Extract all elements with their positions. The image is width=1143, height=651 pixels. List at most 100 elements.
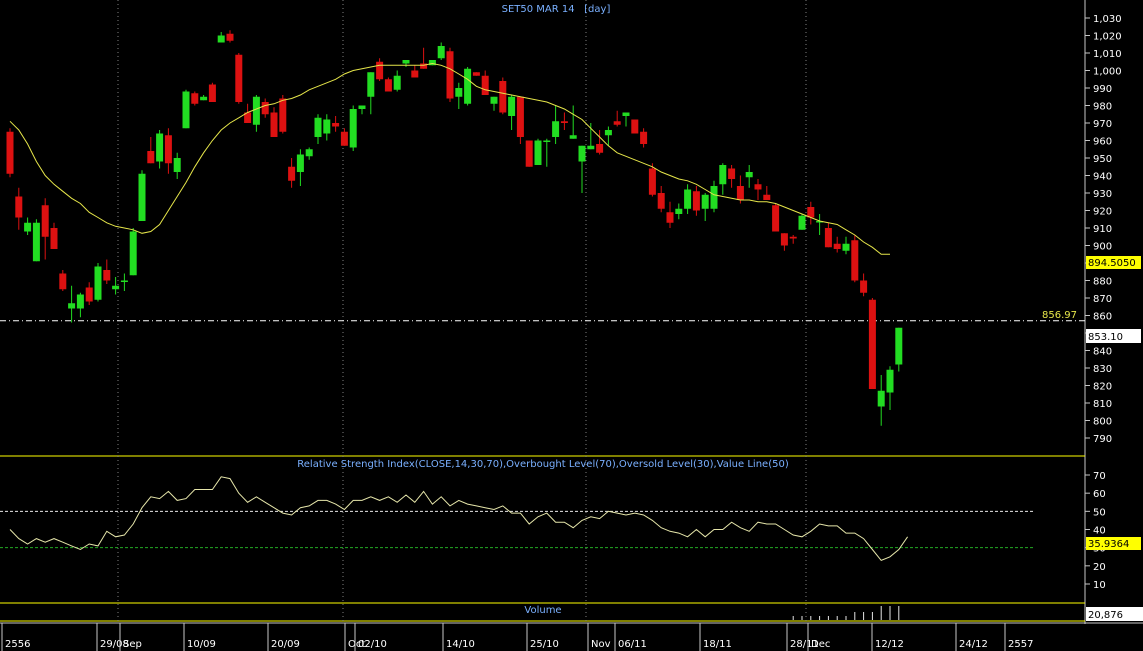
candle-body[interactable] — [543, 140, 551, 143]
candle-body[interactable] — [728, 168, 736, 180]
candle-body[interactable] — [534, 140, 542, 166]
candle-body[interactable] — [886, 369, 894, 393]
candle-body[interactable] — [103, 270, 111, 281]
candle-body[interactable] — [472, 72, 480, 76]
candle-body[interactable] — [525, 140, 533, 167]
candle-body[interactable] — [552, 121, 560, 137]
candle-body[interactable] — [842, 243, 850, 251]
candle-body[interactable] — [622, 112, 630, 117]
candle-body[interactable] — [244, 112, 252, 124]
candle-body[interactable] — [798, 215, 806, 230]
candle-body[interactable] — [499, 81, 507, 113]
candle-body[interactable] — [780, 233, 788, 246]
candle-body[interactable] — [164, 135, 172, 164]
candle-body[interactable] — [191, 93, 199, 104]
candle-body[interactable] — [736, 186, 744, 200]
candle-body[interactable] — [868, 299, 876, 389]
candle-body[interactable] — [208, 84, 216, 103]
candle-body[interactable] — [270, 112, 278, 138]
candle-body[interactable] — [613, 121, 621, 125]
candle-body[interactable] — [745, 172, 753, 178]
candle-body[interactable] — [428, 60, 436, 66]
candlesticks[interactable] — [6, 30, 903, 426]
candle-body[interactable] — [684, 189, 692, 209]
candle-body[interactable] — [631, 119, 639, 134]
candle-body[interactable] — [604, 130, 612, 136]
candle-body[interactable] — [68, 303, 76, 309]
candle-body[interactable] — [156, 133, 164, 162]
candle-body[interactable] — [305, 149, 313, 157]
candle-body[interactable] — [560, 121, 568, 123]
candle-body[interactable] — [112, 285, 120, 290]
candle-body[interactable] — [332, 123, 340, 127]
candle-body[interactable] — [587, 145, 595, 150]
candle-body[interactable] — [147, 151, 155, 164]
candle-body[interactable] — [15, 196, 23, 218]
candle-body[interactable] — [279, 98, 287, 132]
candle-body[interactable] — [120, 280, 128, 283]
candle-body[interactable] — [851, 240, 859, 281]
candle-body[interactable] — [578, 145, 586, 162]
candle-body[interactable] — [402, 60, 410, 64]
candle-body[interactable] — [252, 96, 260, 125]
candle-body[interactable] — [508, 96, 516, 116]
candle-body[interactable] — [138, 173, 146, 221]
candle-body[interactable] — [50, 228, 58, 249]
candle-body[interactable] — [367, 72, 375, 97]
candle-body[interactable] — [710, 186, 718, 209]
candle-body[interactable] — [376, 61, 384, 80]
candle-body[interactable] — [437, 46, 445, 59]
candle-body[interactable] — [384, 79, 392, 92]
candle-body[interactable] — [349, 109, 357, 148]
candle-body[interactable] — [32, 222, 40, 262]
candle-body[interactable] — [358, 105, 366, 110]
candle-body[interactable] — [754, 184, 762, 190]
candle-body[interactable] — [129, 231, 137, 276]
candle-body[interactable] — [217, 35, 225, 43]
candle-body[interactable] — [76, 294, 84, 309]
candle-body[interactable] — [719, 165, 727, 185]
candle-body[interactable] — [41, 205, 49, 237]
candle-body[interactable] — [569, 135, 577, 139]
candle-body[interactable] — [200, 96, 208, 101]
candle-body[interactable] — [94, 266, 102, 300]
candle-body[interactable] — [701, 194, 709, 209]
candle-body[interactable] — [657, 193, 665, 209]
candle-body[interactable] — [226, 33, 234, 41]
candle-body[interactable] — [446, 51, 454, 99]
candle-body[interactable] — [393, 75, 401, 90]
candle-body[interactable] — [314, 117, 322, 137]
candle-body[interactable] — [789, 236, 797, 239]
candle-body[interactable] — [464, 68, 472, 104]
candle-body[interactable] — [24, 222, 32, 232]
candle-body[interactable] — [59, 273, 67, 290]
candle-body[interactable] — [833, 243, 841, 249]
candle-body[interactable] — [420, 63, 428, 69]
rsi-line[interactable] — [9, 476, 909, 562]
candle-body[interactable] — [675, 208, 683, 214]
candle-body[interactable] — [516, 96, 524, 137]
candle-body[interactable] — [860, 280, 868, 293]
candle-body[interactable] — [235, 54, 243, 102]
candle-body[interactable] — [261, 102, 269, 115]
candle-body[interactable] — [182, 91, 190, 129]
candle-body[interactable] — [640, 131, 648, 144]
candle-body[interactable] — [173, 158, 181, 172]
candle-body[interactable] — [490, 96, 498, 104]
candle-body[interactable] — [455, 88, 463, 97]
candle-body[interactable] — [288, 166, 296, 181]
candle-body[interactable] — [6, 131, 14, 174]
candle-body[interactable] — [895, 327, 903, 365]
candle-body[interactable] — [648, 168, 656, 195]
candle-body[interactable] — [411, 70, 419, 78]
candle-body[interactable] — [807, 207, 815, 218]
candle-body[interactable] — [596, 144, 604, 153]
candle-body[interactable] — [877, 390, 885, 407]
candle-body[interactable] — [323, 119, 331, 134]
candle-body[interactable] — [772, 205, 780, 232]
candle-body[interactable] — [340, 131, 348, 146]
candle-body[interactable] — [816, 221, 824, 223]
candle-body[interactable] — [666, 212, 674, 223]
candle-body[interactable] — [481, 75, 489, 95]
